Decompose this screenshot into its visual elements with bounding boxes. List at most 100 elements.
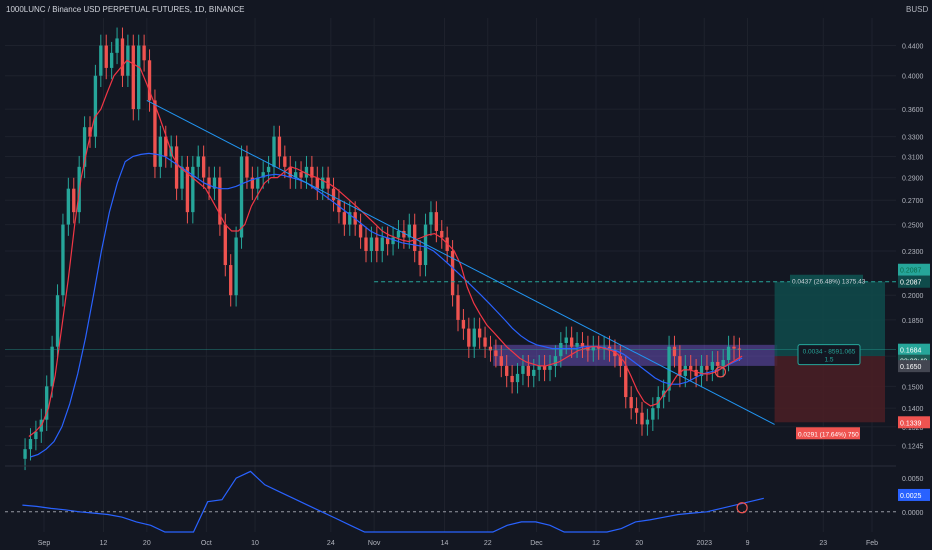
candle-body [689,365,693,370]
stop-price-label-bg [898,416,930,429]
drawing-zones [493,281,885,423]
oscillator-tick-label: 0.0000 [902,510,924,517]
middle-text-bg [797,344,861,366]
oscillator-pane [5,465,896,533]
price-tick-label: 0.1245 [902,443,924,450]
candle-body [23,449,27,459]
time-tick-label: 2023 [696,540,712,547]
price-tick-label: 0.2300 [902,249,924,256]
price-tick-label: 0.1500 [902,384,924,391]
moving-averages [28,59,743,458]
candle-body [229,265,233,296]
time-tick-label: 14 [441,540,449,547]
candle-body [532,369,536,376]
candle-body [28,439,33,450]
candle-body [586,346,590,351]
time-tick-label: 24 [327,540,335,547]
target-price-label-bg [898,275,930,288]
candle-body [391,237,395,245]
candle-body [331,188,336,201]
candle-body [272,136,276,167]
candle-body [137,45,141,110]
candle-body [147,60,152,101]
position-labels: 0.20870.20870.168403:22:490.16500.13390.… [790,263,930,501]
target-badge-top-bg [898,263,930,276]
candle-body [467,328,471,347]
candle-body [456,295,460,320]
candle-body [418,250,422,266]
time-tick-label: 9 [746,540,750,547]
oscillator-value-label-bg [898,488,930,501]
entry-price-label-bg [898,360,930,373]
candle-body [223,224,227,266]
candle-body [429,212,433,225]
candle-body [61,224,65,296]
candle-body [142,45,146,61]
candle-body [634,408,639,413]
target-text: 0.0437 (26.48%) 1375.43 [792,279,866,286]
candle-body [721,360,725,366]
time-tick-label: Oct [201,540,212,547]
stop-text-bg [796,427,860,440]
candle-body [348,212,352,225]
candle-body [196,156,200,167]
oscillator-tick-label: 0.0050 [902,476,924,483]
candle-body [564,337,568,343]
price-tick-label: 0.3600 [902,107,924,114]
axes: 0.4400 0.4000 0.3600 0.3300 0.3100 0.2900 0.27… [38,44,924,547]
candle-body [375,237,379,251]
price-tick-label: 0.4000 [902,74,924,81]
candle-body [212,177,217,189]
time-tick-label: 23 [819,540,827,547]
candle-body [342,212,347,225]
candle-body [651,408,655,420]
candle-body [120,38,125,76]
candle-body [261,172,265,178]
candle-body [385,237,390,245]
candle-body [737,348,742,350]
candle-body [45,386,49,420]
drawing-tools[interactable] [5,99,896,425]
candle-body [402,230,406,238]
candle-body [678,356,682,376]
candle-body [304,166,309,178]
candle-body [288,166,292,178]
candle-body [34,431,38,440]
middle-line-1: 0.0034 - 8591.065 [803,349,856,356]
candle-body [640,412,644,425]
candle-body [705,365,709,370]
candle-body [310,166,314,178]
candle-body [488,346,493,351]
target-price-label: 0.2087 [900,280,922,287]
candle-body [158,136,163,167]
candle-body [694,369,698,376]
candle-body [477,328,482,338]
candle-body [315,177,319,189]
candle-body [499,356,503,366]
candle-body [250,177,255,189]
candle-body [667,346,671,391]
candle-body [591,346,595,351]
candle-body [710,361,715,370]
candle-body [88,127,92,137]
candle-body [483,337,487,347]
candle-body [450,250,455,296]
candle-body [234,237,238,296]
candle-body [683,365,687,376]
oscillator-value-label: 0.0025 [900,493,922,500]
time-tick-label: Sep [38,540,51,547]
candle-body [672,346,677,357]
price-tick-label: 0.2000 [902,293,924,300]
ma-fast-line [28,59,743,437]
candle-body [613,350,617,357]
time-tick-label: 22 [484,540,492,547]
candle-body [548,365,552,370]
price-tick-label: 0.1850 [902,318,924,325]
candle-body [726,346,731,361]
candle-body [191,166,195,213]
candle-body [99,45,103,76]
candle-body [245,156,249,178]
target-badge-top: 0.2087 [900,268,922,275]
time-tick-label: 12 [100,540,108,547]
